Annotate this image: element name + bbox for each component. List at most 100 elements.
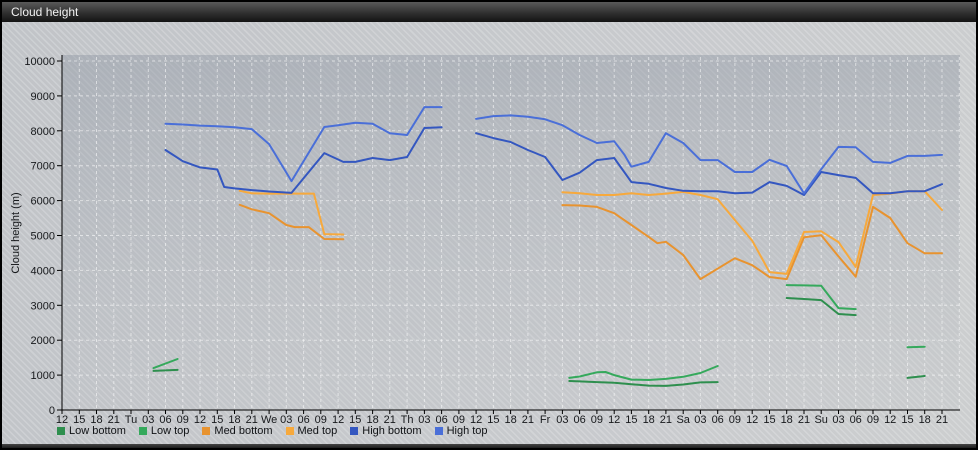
legend-swatch-med-bottom xyxy=(202,427,211,435)
legend: Low bottom Low top Med bottom Med top High b… xyxy=(57,425,488,437)
y-tick-label: 1000 xyxy=(31,370,55,382)
x-tick-label: 06 xyxy=(159,414,171,426)
x-tick-label: 15 xyxy=(211,414,223,426)
x-tick-label: 12 xyxy=(194,414,206,426)
x-tick-label: 12 xyxy=(608,414,620,426)
x-tick-label: 15 xyxy=(487,414,499,426)
x-tick-label: 09 xyxy=(867,414,879,426)
legend-label: High bottom xyxy=(362,425,422,437)
x-tick-label: We xyxy=(261,414,277,426)
x-tick-label: 12 xyxy=(746,414,758,426)
legend-item-high-top: High top xyxy=(434,425,488,437)
x-tick-label: 21 xyxy=(108,414,120,426)
y-tick-label: 7000 xyxy=(31,161,55,173)
x-tick-label: 18 xyxy=(781,414,793,426)
x-tick-label: 15 xyxy=(349,414,361,426)
y-tick-label: 6000 xyxy=(31,196,55,208)
x-tick-label: 09 xyxy=(315,414,327,426)
x-tick-label: 09 xyxy=(177,414,189,426)
series-line-med-top xyxy=(561,190,943,275)
legend-label: Med top xyxy=(297,425,338,437)
series-line-med-bottom xyxy=(561,204,943,281)
x-tick-label: 06 xyxy=(850,414,862,426)
series-line-low-bottom xyxy=(906,375,926,379)
x-tick-label: 03 xyxy=(280,414,292,426)
legend-item-high-bottom: High bottom xyxy=(350,425,422,437)
legend-swatch-med-top xyxy=(285,427,294,435)
x-tick-label: 15 xyxy=(763,414,775,426)
y-tick-label: 9000 xyxy=(31,91,55,103)
x-tick-label: 06 xyxy=(712,414,724,426)
series-line-high-bottom xyxy=(475,132,943,196)
legend-item-low-bottom: Low bottom xyxy=(57,425,126,437)
legend-swatch-high-top xyxy=(434,427,443,435)
x-tick-label: 09 xyxy=(729,414,741,426)
x-tick-label: 09 xyxy=(453,414,465,426)
x-tick-label: 03 xyxy=(832,414,844,426)
x-tick-label: 18 xyxy=(919,414,931,426)
legend-swatch-high-bottom xyxy=(350,427,359,435)
y-tick-label: 4000 xyxy=(31,265,55,277)
x-tick-label: 06 xyxy=(435,414,447,426)
legend-swatch-low-top xyxy=(138,427,147,435)
x-tick-label: 12 xyxy=(884,414,896,426)
x-tick-label: Su xyxy=(814,414,827,426)
x-tick-label: 03 xyxy=(556,414,568,426)
x-tick-label: 18 xyxy=(643,414,655,426)
series-line-low-bottom xyxy=(568,380,719,387)
x-tick-label: 18 xyxy=(90,414,102,426)
legend-swatch-low-bottom xyxy=(57,427,65,435)
x-tick-label: Tu xyxy=(125,414,137,426)
y-axis-title: Cloud height (m) xyxy=(10,192,22,273)
series-line-med-bottom xyxy=(238,203,345,241)
legend-label: Low bottom xyxy=(69,425,126,437)
y-tick-label: 10000 xyxy=(24,56,55,68)
x-tick-label: 09 xyxy=(591,414,603,426)
x-tick-label: 15 xyxy=(901,414,913,426)
x-tick-label: 06 xyxy=(573,414,585,426)
x-tick-label: 21 xyxy=(384,414,396,426)
x-tick-label: 03 xyxy=(418,414,430,426)
y-tick-label: 5000 xyxy=(31,231,55,243)
legend-item-med-bottom: Med bottom xyxy=(202,425,273,437)
x-tick-label: 21 xyxy=(936,414,948,426)
y-tick-label: 0 xyxy=(49,405,55,417)
x-tick-label: 06 xyxy=(297,414,309,426)
x-tick-label: Sa xyxy=(676,414,690,426)
legend-item-low-top: Low top xyxy=(138,425,190,437)
x-tick-label: 21 xyxy=(246,414,258,426)
series-line-high-bottom xyxy=(164,126,443,194)
legend-label: Low top xyxy=(150,425,190,437)
x-tick-label: Th xyxy=(401,414,414,426)
x-tick-label: 15 xyxy=(625,414,637,426)
x-tick-label: 12 xyxy=(332,414,344,426)
series-line-low-top xyxy=(152,358,179,370)
y-tick-label: 2000 xyxy=(31,335,55,347)
x-tick-label: 21 xyxy=(660,414,672,426)
series-line-low-top xyxy=(568,365,719,381)
window-title: Cloud height xyxy=(11,5,79,19)
legend-item-med-top: Med top xyxy=(285,425,338,437)
window-titlebar: Cloud height xyxy=(2,2,976,22)
series-line-low-bottom xyxy=(785,297,857,317)
series-line-high-top xyxy=(164,106,443,183)
x-tick-label: 03 xyxy=(694,414,706,426)
y-tick-label: 8000 xyxy=(31,126,55,138)
x-tick-label: 18 xyxy=(228,414,240,426)
x-tick-label: 21 xyxy=(798,414,810,426)
x-tick-label: 12 xyxy=(56,414,68,426)
x-tick-label: 18 xyxy=(504,414,516,426)
window-bottom-frame xyxy=(2,444,976,448)
legend-label: High top xyxy=(446,425,488,437)
x-tick-label: 03 xyxy=(142,414,154,426)
y-tick-label: 3000 xyxy=(31,300,55,312)
x-tick-label: 18 xyxy=(366,414,378,426)
x-tick-label: 21 xyxy=(522,414,534,426)
legend-label: Med bottom xyxy=(214,425,273,437)
series-line-high-top xyxy=(475,114,943,195)
x-tick-label: 12 xyxy=(470,414,482,426)
series-line-low-bottom xyxy=(152,368,179,372)
x-tick-label: 15 xyxy=(73,414,85,426)
x-tick-label: Fr xyxy=(540,414,551,426)
